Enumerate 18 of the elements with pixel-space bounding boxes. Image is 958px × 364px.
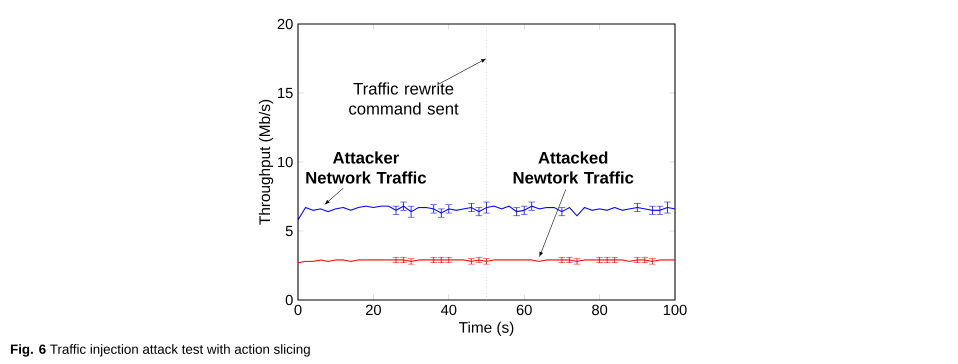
y-axis-title: Throughput (Mb/s) (258, 100, 274, 225)
y-tick-label: 15 (278, 88, 293, 98)
line-series (297, 206, 676, 220)
x-tick-label: 40 (440, 304, 456, 316)
x-axis-title: Time (s) (459, 322, 514, 336)
x-tick-label: 100 (664, 304, 687, 316)
x-tick-label: 20 (366, 304, 381, 316)
y-tick-label: 5 (286, 226, 293, 236)
text: Fig. 6 Traffic injection attack test with action slicing (10, 344, 310, 357)
x-tick-label: 80 (592, 304, 608, 316)
annotation: Traffic rewrite command sent (349, 82, 459, 115)
y-tick-label: 10 (278, 156, 293, 168)
x-tick-label: 0 (294, 304, 302, 316)
y-tick-label: 20 (278, 18, 293, 30)
annotation: Attacked Newtork Traffic (514, 151, 634, 184)
annotation: Attacker Network Traffic (306, 151, 426, 184)
x-tick-label: 60 (516, 304, 532, 316)
y-tick-label: 0 (286, 294, 293, 306)
